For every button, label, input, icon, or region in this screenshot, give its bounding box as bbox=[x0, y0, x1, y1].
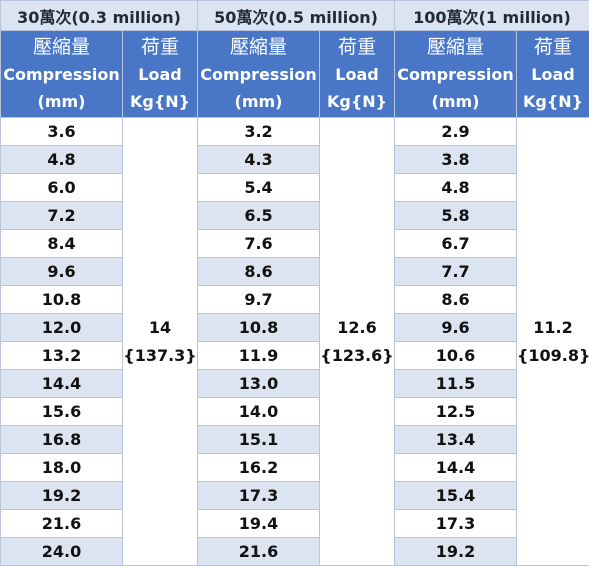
table-row: 3.6 14 {137.3} 3.2 12.6 {123.6} 2.9 11.2 {109.8} bbox=[0, 117, 589, 566]
load-value-2: 11.2 {109.8} bbox=[515, 117, 589, 566]
compression-value: 8.4 bbox=[0, 229, 123, 258]
compression-value: 19.2 bbox=[394, 537, 517, 566]
compression-value: 12.0 bbox=[0, 313, 123, 342]
table-row: 24.0 21.6 19.2 bbox=[0, 537, 589, 566]
compression-value: 14.4 bbox=[0, 369, 123, 398]
compression-value: 7.7 bbox=[394, 257, 517, 286]
compression-value: 4.8 bbox=[0, 145, 123, 174]
compression-value: 13.0 bbox=[197, 369, 320, 398]
compression-value: 17.3 bbox=[394, 509, 517, 538]
load-value-0: 14 {137.3} bbox=[122, 117, 198, 566]
compression-value: 15.4 bbox=[394, 481, 517, 510]
compression-value: 13.4 bbox=[394, 425, 517, 454]
compression-value: 21.6 bbox=[0, 509, 123, 538]
compression-value: 8.6 bbox=[197, 257, 320, 286]
table-row: 16.8 15.1 13.4 bbox=[0, 425, 589, 454]
compression-value: 6.0 bbox=[0, 173, 123, 202]
load-header-0: 荷重 Load Kg{N} bbox=[122, 30, 198, 118]
compression-value: 7.2 bbox=[0, 201, 123, 230]
compression-value: 5.4 bbox=[197, 173, 320, 202]
table-row: 14.4 13.0 11.5 bbox=[0, 369, 589, 398]
table-row: 6.0 5.4 4.8 bbox=[0, 173, 589, 202]
compression-header-2: 壓縮量 Compression (mm) bbox=[394, 30, 517, 118]
table-row: 19.2 17.3 15.4 bbox=[0, 481, 589, 510]
compression-value: 18.0 bbox=[0, 453, 123, 482]
table-row: 9.6 8.6 7.7 bbox=[0, 257, 589, 286]
table-row: 12.0 10.8 9.6 bbox=[0, 313, 589, 342]
compression-value: 11.5 bbox=[394, 369, 517, 398]
compression-value: 13.2 bbox=[0, 341, 123, 370]
compression-value: 17.3 bbox=[197, 481, 320, 510]
load-header-1: 荷重 Load Kg{N} bbox=[319, 30, 395, 118]
compression-value: 5.8 bbox=[394, 201, 517, 230]
compression-value: 16.8 bbox=[0, 425, 123, 454]
compression-value: 16.2 bbox=[197, 453, 320, 482]
load-header-2: 荷重 Load Kg{N} bbox=[515, 30, 589, 118]
table-row: 10.8 9.7 8.6 bbox=[0, 285, 589, 314]
compression-value: 14.4 bbox=[394, 453, 517, 482]
group-header-row: 30萬次(0.3 million) 50萬次(0.5 million) 100萬… bbox=[0, 0, 589, 31]
compression-value: 19.2 bbox=[0, 481, 123, 510]
compression-value: 6.7 bbox=[394, 229, 517, 258]
compression-value: 10.8 bbox=[0, 285, 123, 314]
table-row: 13.2 11.9 10.6 bbox=[0, 341, 589, 370]
compression-value: 3.6 bbox=[0, 117, 123, 146]
compression-value: 10.6 bbox=[394, 341, 517, 370]
compression-value: 15.6 bbox=[0, 397, 123, 426]
compression-value: 14.0 bbox=[197, 397, 320, 426]
column-header-row: 壓縮量 Compression (mm) 荷重 Load Kg{N} 壓縮量 C… bbox=[0, 30, 589, 118]
table-row: 21.6 19.4 17.3 bbox=[0, 509, 589, 538]
compression-value: 11.9 bbox=[197, 341, 320, 370]
load-value-1: 12.6 {123.6} bbox=[319, 117, 395, 566]
compression-value: 19.4 bbox=[197, 509, 320, 538]
compression-value: 7.6 bbox=[197, 229, 320, 258]
compression-value: 4.8 bbox=[394, 173, 517, 202]
table-row: 7.2 6.5 5.8 bbox=[0, 201, 589, 230]
compression-value: 8.6 bbox=[394, 285, 517, 314]
table-row: 18.0 16.2 14.4 bbox=[0, 453, 589, 482]
compression-value: 6.5 bbox=[197, 201, 320, 230]
compression-value: 24.0 bbox=[0, 537, 123, 566]
compression-value: 21.6 bbox=[197, 537, 320, 566]
compression-value: 4.3 bbox=[197, 145, 320, 174]
group-title-2: 100萬次(1 million) bbox=[393, 0, 589, 31]
compression-value: 12.5 bbox=[394, 397, 517, 426]
compression-value: 3.2 bbox=[197, 117, 320, 146]
group-title-1: 50萬次(0.5 million) bbox=[197, 0, 395, 31]
compression-value: 9.7 bbox=[197, 285, 320, 314]
compression-value: 9.6 bbox=[0, 257, 123, 286]
table-row: 15.6 14.0 12.5 bbox=[0, 397, 589, 426]
compression-header-1: 壓縮量 Compression (mm) bbox=[197, 30, 320, 118]
compression-value: 15.1 bbox=[197, 425, 320, 454]
compression-value: 3.8 bbox=[394, 145, 517, 174]
table-row: 4.8 4.3 3.8 bbox=[0, 145, 589, 174]
table-body: 3.6 14 {137.3} 3.2 12.6 {123.6} 2.9 11.2 {109.8}… bbox=[0, 117, 589, 566]
compression-value: 10.8 bbox=[197, 313, 320, 342]
compression-value: 9.6 bbox=[394, 313, 517, 342]
compression-value: 2.9 bbox=[394, 117, 517, 146]
group-title-0: 30萬次(0.3 million) bbox=[0, 0, 198, 31]
compression-header-0: 壓縮量 Compression (mm) bbox=[0, 30, 123, 118]
table-row: 8.4 7.6 6.7 bbox=[0, 229, 589, 258]
